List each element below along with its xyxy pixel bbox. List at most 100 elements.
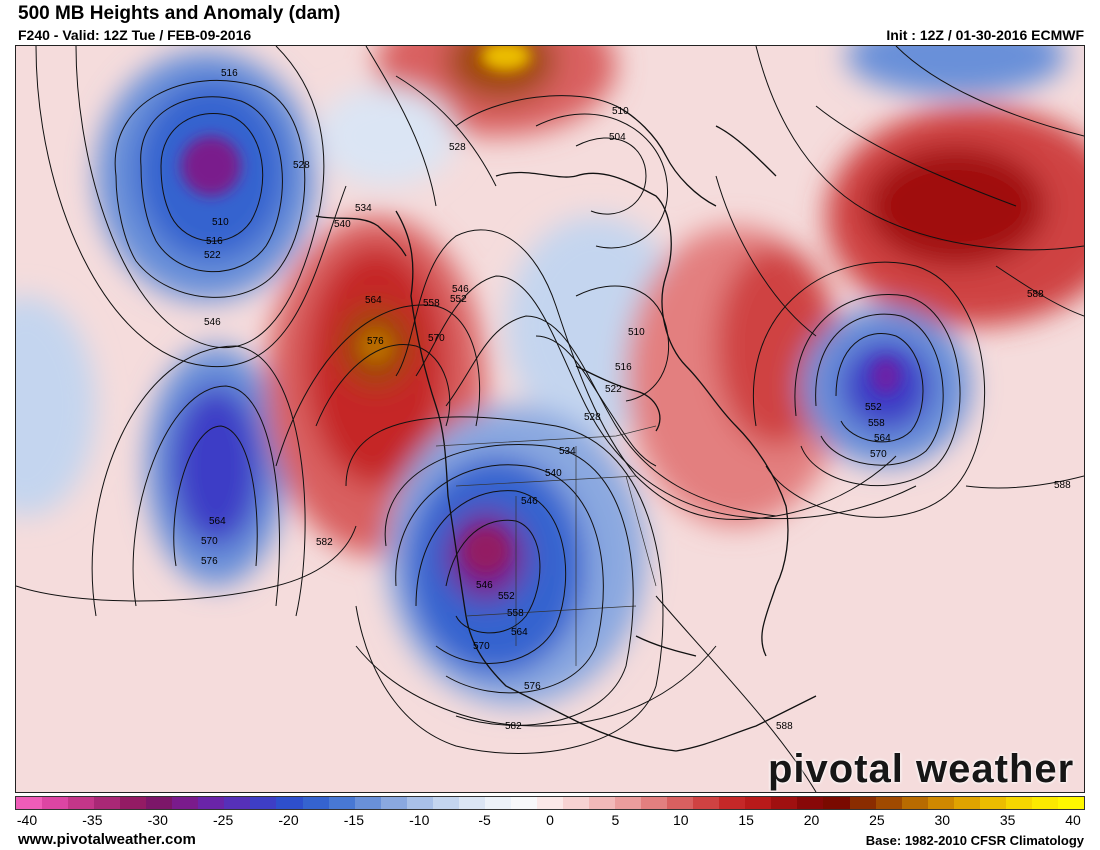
contour-label: 504 [609, 132, 626, 143]
contour-label: 570 [201, 536, 218, 547]
colorbar-swatch [302, 797, 329, 809]
colorbar-swatch [745, 797, 772, 809]
colorbar-swatch [484, 797, 511, 809]
contour-label: 558 [423, 298, 440, 309]
contour-label: 510 [612, 106, 629, 117]
colorbar-swatch [406, 797, 433, 809]
colorbar-tick-label: -15 [343, 812, 364, 828]
contour-label: 588 [776, 721, 793, 732]
contour-label: 552 [498, 591, 515, 602]
contour-label: 540 [545, 468, 562, 479]
contour-label: 546 [452, 284, 469, 295]
map-title: 500 MB Heights and Anomaly (dam) [18, 3, 341, 24]
contour-label: 576 [524, 681, 541, 692]
colorbar-swatch [901, 797, 928, 809]
contour-labels: 516 528 510 504 528 534 540 510 516 522 … [201, 68, 1071, 732]
colorbar-swatch [667, 797, 694, 809]
contour-label: 576 [367, 336, 384, 347]
contour-label: 552 [450, 294, 467, 305]
colorbar-swatch [276, 797, 303, 809]
contour-label: 516 [206, 236, 223, 247]
website-link[interactable]: www.pivotalweather.com [18, 831, 196, 848]
contour-label: 522 [605, 384, 622, 395]
contour-label: 540 [334, 219, 351, 230]
contour-label: 528 [293, 160, 310, 171]
colorbar-swatch [953, 797, 980, 809]
colorbar-tick-label: 20 [803, 812, 820, 828]
contour-label: 546 [476, 580, 493, 591]
colorbar-swatch [536, 797, 563, 809]
colorbar-swatch [172, 797, 199, 809]
colorbar-tick-label: -5 [478, 812, 491, 828]
colorbar-swatch [797, 797, 824, 809]
contour-label: 522 [204, 250, 221, 261]
pivotal-weather-logo: pivotal weather [768, 747, 1075, 791]
colorbar-swatch [120, 797, 147, 809]
colorbar-swatch [42, 797, 69, 809]
colorbar-swatch [615, 797, 642, 809]
contour-label: 570 [428, 333, 445, 344]
colorbar-tick-label: -20 [278, 812, 299, 828]
valid-time: F240 - Valid: 12Z Tue / FEB-09-2016 [18, 27, 252, 43]
colorbar-tick-label: 35 [999, 812, 1016, 828]
contour-label: 564 [874, 433, 891, 444]
init-time: Init : 12Z / 01-30-2016 ECMWF [886, 27, 1084, 43]
colorbar-swatch [927, 797, 954, 809]
coastlines [315, 105, 817, 752]
contour-label: 558 [507, 608, 524, 619]
colorbar-swatch [849, 797, 876, 809]
colorbar-tick-label: 10 [672, 812, 689, 828]
colorbar-tick-label: -35 [82, 812, 103, 828]
colorbar-ticks: -40 -35 -30 -25 -20 -15 -10 -5 0 5 10 15 20 25 30 35 40 [15, 812, 1085, 830]
contour-label: 528 [584, 412, 601, 423]
colorbar-swatch [510, 797, 537, 809]
map-panel[interactable]: 516 528 510 504 528 534 540 510 516 522 … [15, 45, 1085, 793]
colorbar-swatch [94, 797, 121, 809]
colorbar-swatch [693, 797, 720, 809]
contour-label: 582 [505, 721, 522, 732]
contour-label: 564 [365, 295, 382, 306]
colorbar-swatch [146, 797, 173, 809]
colorbar-swatch [875, 797, 902, 809]
colorbar-swatch [380, 797, 407, 809]
colorbar-swatch [1031, 797, 1058, 809]
contour-label: 510 [628, 327, 645, 338]
colorbar-tick-label: 30 [934, 812, 951, 828]
contour-label: 576 [201, 556, 218, 567]
colorbar-swatch [224, 797, 251, 809]
colorbar-swatch [432, 797, 459, 809]
colorbar-swatch [1005, 797, 1032, 809]
colorbar-tick-label: 0 [546, 812, 554, 828]
contour-label: 528 [449, 142, 466, 153]
colorbar-swatch [1057, 797, 1084, 809]
colorbar-swatch [198, 797, 225, 809]
climatology-note: Base: 1982-2010 CFSR Climatology [865, 833, 1084, 848]
contour-label: 570 [473, 641, 490, 652]
contour-label: 564 [511, 627, 528, 638]
contour-label: 582 [316, 537, 333, 548]
colorbar-tick-label: 15 [738, 812, 754, 828]
contour-label: 546 [204, 317, 221, 328]
colorbar-swatch [328, 797, 355, 809]
contour-label: 552 [865, 402, 882, 413]
contour-label: 558 [868, 418, 885, 429]
contour-label: 570 [870, 449, 887, 460]
colorbar-swatch [771, 797, 798, 809]
colorbar-tick-label: -40 [16, 812, 38, 828]
colorbar-swatch [823, 797, 850, 809]
contour-label: 516 [615, 362, 632, 373]
contour-label: 564 [209, 516, 226, 527]
colorbar-tick-label: -10 [409, 812, 430, 828]
colorbar-tick-label: -25 [213, 812, 234, 828]
contour-label: 546 [521, 496, 538, 507]
colorbar-swatch [719, 797, 746, 809]
contour-label: 534 [355, 203, 372, 214]
contour-label: 510 [212, 217, 229, 228]
colorbar-tick-label: 25 [869, 812, 885, 828]
colorbar-swatch [354, 797, 381, 809]
contour-label: 588 [1027, 289, 1044, 300]
anomaly-field [16, 46, 1084, 706]
colorbar-swatch [562, 797, 590, 809]
contour-label: 534 [559, 446, 576, 457]
colorbar-swatch [979, 797, 1006, 809]
